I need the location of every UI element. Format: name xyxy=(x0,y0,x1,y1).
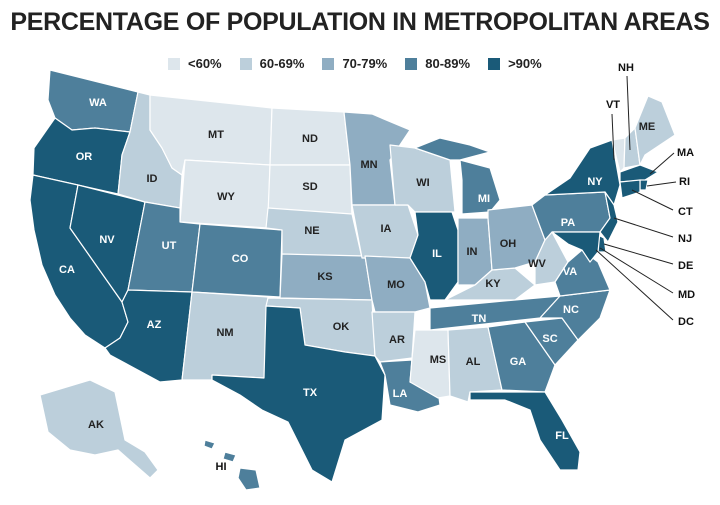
state-nj[interactable] xyxy=(599,191,619,243)
state-label-wi: WI xyxy=(416,177,429,189)
state-label-ny: NY xyxy=(587,176,603,188)
callout-label-ct: CT xyxy=(678,206,693,218)
callout-line-nh xyxy=(626,75,631,151)
state-md[interactable] xyxy=(551,231,601,263)
state-label-mn: MN xyxy=(360,159,377,171)
callout-line-ma xyxy=(649,152,675,175)
state-label-ms: MS xyxy=(430,354,447,366)
callout-line-ct xyxy=(631,189,674,211)
callout-label-de: DE xyxy=(678,260,693,272)
legend-item-lt60: <60% xyxy=(168,56,222,71)
callout-line-nj xyxy=(613,217,674,238)
state-mi[interactable] xyxy=(459,159,501,215)
map-title: PERCENTAGE OF POPULATION IN METROPOLITAN… xyxy=(10,8,710,36)
legend-swatch xyxy=(168,57,180,70)
state-label-co: CO xyxy=(232,253,249,265)
state-label-me: ME xyxy=(639,121,656,133)
callout-line-de xyxy=(603,243,674,265)
state-label-ks: KS xyxy=(317,271,332,283)
state-label-ne: NE xyxy=(304,225,319,237)
state-label-or: OR xyxy=(76,151,93,163)
state-label-nm: NM xyxy=(216,327,233,339)
legend-label: 70-79% xyxy=(342,56,388,71)
legend: <60% 60-69% 70-79% 80-89% >90% xyxy=(168,56,542,71)
legend-item-60-69: 60-69% xyxy=(239,56,305,71)
state-label-al: AL xyxy=(466,356,481,368)
state-label-sd: SD xyxy=(302,181,317,193)
callout-line-dc xyxy=(595,249,674,321)
state-label-pa: PA xyxy=(561,217,576,229)
state-label-mi: MI xyxy=(478,193,490,205)
callout-line-ri xyxy=(646,181,677,187)
state-label-ut: UT xyxy=(162,240,177,252)
state-label-va: VA xyxy=(563,266,578,278)
callout-line-vt xyxy=(611,113,615,161)
state-label-tn: TN xyxy=(472,313,487,325)
callout-label-dc: DC xyxy=(678,316,694,328)
state-label-in: IN xyxy=(467,246,478,258)
callout-label-ma: MA xyxy=(677,147,694,159)
state-fl[interactable] xyxy=(469,391,581,471)
state-label-nc: NC xyxy=(563,304,579,316)
state-label-ok: OK xyxy=(333,321,350,333)
callout-line-md xyxy=(599,247,674,294)
state-label-id: ID xyxy=(147,173,158,185)
legend-swatch xyxy=(488,57,501,70)
callout-label-hi: HI xyxy=(216,461,227,473)
state-label-ga: GA xyxy=(510,356,527,368)
state-label-ca: CA xyxy=(59,264,75,276)
legend-swatch xyxy=(322,57,335,70)
state-label-nd: ND xyxy=(302,133,318,145)
state-ma[interactable] xyxy=(619,164,659,183)
legend-item-gt90: >90% xyxy=(488,56,542,71)
callout-label-ri: RI xyxy=(679,176,690,188)
legend-item-70-79: 70-79% xyxy=(322,56,387,71)
legend-label: >90% xyxy=(508,56,542,71)
state-label-ky: KY xyxy=(485,278,501,290)
state-hi[interactable] xyxy=(203,439,261,491)
state-tx[interactable] xyxy=(211,305,386,483)
state-label-nv: NV xyxy=(99,234,115,246)
state-ak[interactable] xyxy=(39,379,159,479)
state-label-oh: OH xyxy=(500,238,517,250)
state-label-mt: MT xyxy=(208,129,224,141)
state-label-la: LA xyxy=(393,388,408,400)
state-il[interactable] xyxy=(409,211,459,301)
state-label-ak: AK xyxy=(88,419,104,431)
state-label-fl: FL xyxy=(555,430,569,442)
state-label-az: AZ xyxy=(147,319,162,331)
state-label-sc: SC xyxy=(542,333,557,345)
legend-swatch xyxy=(405,57,418,70)
state-label-tx: TX xyxy=(303,387,318,399)
callout-label-nj: NJ xyxy=(678,233,692,245)
callout-label-vt: VT xyxy=(606,99,620,111)
state-ct[interactable] xyxy=(619,179,641,199)
state-label-mo: MO xyxy=(387,279,405,291)
state-label-wa: WA xyxy=(89,97,107,109)
callout-label-md: MD xyxy=(678,289,695,301)
callout-label-nh: NH xyxy=(618,62,634,74)
state-ga[interactable] xyxy=(487,321,556,393)
state-va[interactable] xyxy=(554,249,611,297)
legend-swatch xyxy=(239,57,252,70)
state-label-wy: WY xyxy=(217,191,235,203)
legend-label: 80-89% xyxy=(425,56,471,71)
legend-label: 60-69% xyxy=(259,56,305,71)
state-ri[interactable] xyxy=(639,179,649,191)
legend-label: <60% xyxy=(188,56,222,71)
legend-item-80-89: 80-89% xyxy=(405,56,470,71)
state-label-ia: IA xyxy=(381,223,392,235)
state-label-il: IL xyxy=(432,248,442,260)
state-label-wv: WV xyxy=(528,258,546,270)
state-mi-upper[interactable] xyxy=(414,137,491,161)
state-mn[interactable] xyxy=(343,111,411,206)
state-label-ar: AR xyxy=(389,334,405,346)
state-ar[interactable] xyxy=(371,311,416,363)
